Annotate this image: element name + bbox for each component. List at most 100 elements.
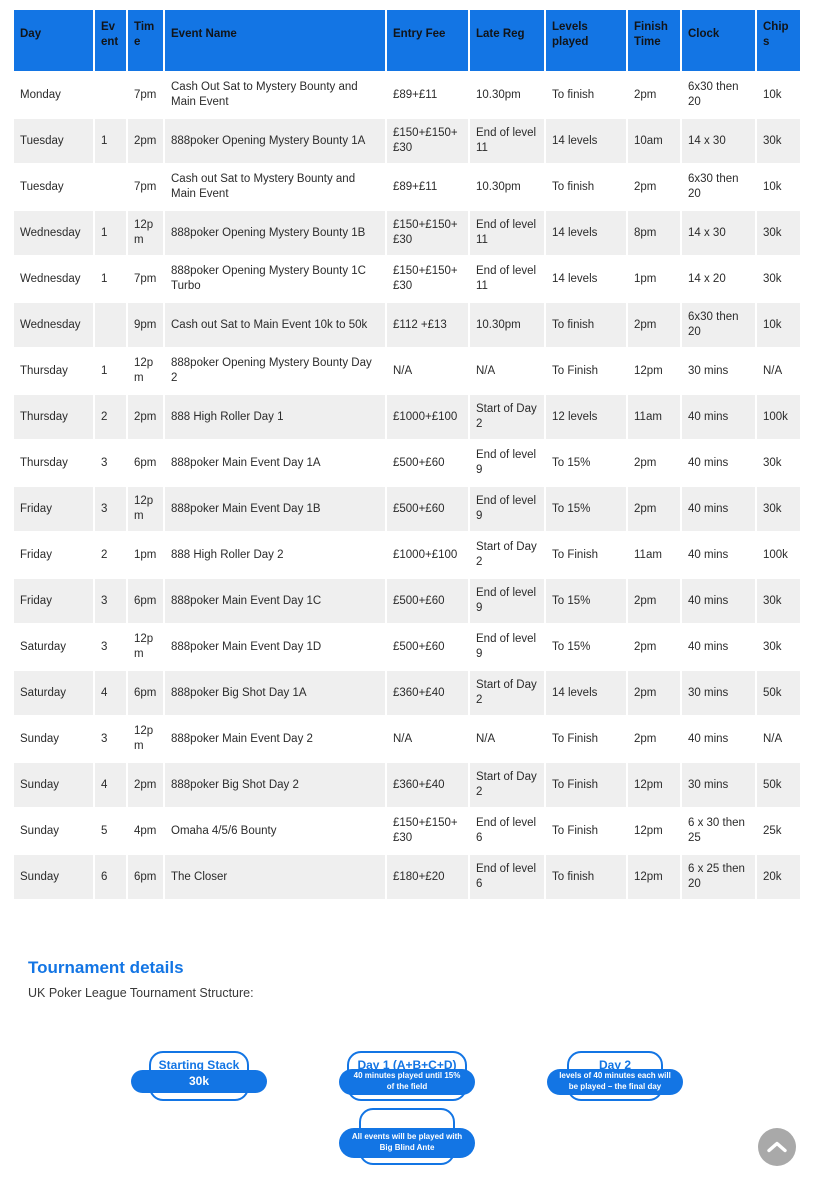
table-cell: 888poker Main Event Day 1C	[165, 579, 387, 625]
table-cell: N/A	[470, 717, 546, 763]
table-cell: 3	[95, 579, 128, 625]
table-cell: 12 levels	[546, 395, 628, 441]
table-cell: 4	[95, 763, 128, 809]
badge-pill: 40 minutes played until 15% of the field	[339, 1069, 475, 1095]
table-cell: 2pm	[628, 579, 682, 625]
table-cell: £1000+£100	[387, 533, 470, 579]
badge-pill: 30k	[131, 1070, 267, 1093]
table-cell: £150+£150+£30	[387, 211, 470, 257]
table-cell: To finish	[546, 303, 628, 349]
table-cell: 50k	[757, 763, 802, 809]
header-cell-finish-time: Finish Time	[628, 10, 682, 73]
table-cell: £89+£11	[387, 73, 470, 119]
table-cell: 1pm	[628, 257, 682, 303]
table-cell: 888poker Main Event Day 1A	[165, 441, 387, 487]
table-cell: End of level 6	[470, 855, 546, 901]
table-cell: 12pm	[128, 625, 165, 671]
table-cell: N/A	[387, 349, 470, 395]
table-cell: 14 x 30	[682, 211, 757, 257]
table-cell: Sunday	[14, 855, 95, 901]
table-cell: N/A	[757, 717, 802, 763]
table-cell: 25k	[757, 809, 802, 855]
table-cell: Cash out Sat to Main Event 10k to 50k	[165, 303, 387, 349]
table-cell: 30 mins	[682, 349, 757, 395]
table-cell: Sunday	[14, 717, 95, 763]
tournament-details-heading: Tournament details	[28, 958, 184, 977]
table-cell: The Closer	[165, 855, 387, 901]
table-cell: Cash Out Sat to Mystery Bounty and Main …	[165, 73, 387, 119]
table-cell: 2pm	[628, 303, 682, 349]
table-cell: To Finish	[546, 809, 628, 855]
table-cell: 2pm	[628, 625, 682, 671]
table-cell: To 15%	[546, 625, 628, 671]
table-cell: 11am	[628, 395, 682, 441]
table-cell: Friday	[14, 487, 95, 533]
badge-starting-stack: Starting Stack 30k	[131, 1051, 267, 1111]
table-cell: 12pm	[628, 809, 682, 855]
table-cell: 2pm	[628, 441, 682, 487]
table-cell: Tuesday	[14, 165, 95, 211]
table-cell: 40 mins	[682, 395, 757, 441]
table-cell: Start of Day 2	[470, 671, 546, 717]
table-cell: 6pm	[128, 671, 165, 717]
table-cell: To finish	[546, 73, 628, 119]
table-cell: To 15%	[546, 579, 628, 625]
table-cell: Friday	[14, 533, 95, 579]
table-cell: Start of Day 2	[470, 763, 546, 809]
badge-title: Day 2	[598, 1058, 632, 1072]
table-cell: 30k	[757, 257, 802, 303]
table-cell: 20k	[757, 855, 802, 901]
table-cell: 3	[95, 717, 128, 763]
table-cell: £89+£11	[387, 165, 470, 211]
badge-day-1: Day 1 (A+B+C+D) 40 minutes played until …	[339, 1051, 475, 1111]
table-cell: £112 +£13	[387, 303, 470, 349]
table-cell: 888poker Opening Mystery Bounty 1C Turbo	[165, 257, 387, 303]
table-cell: 6pm	[128, 441, 165, 487]
table-cell: End of level 9	[470, 625, 546, 671]
table-cell: 12pm	[128, 487, 165, 533]
table-cell: 12pm	[128, 717, 165, 763]
table-cell: 6x30 then 20	[682, 303, 757, 349]
table-cell: N/A	[757, 349, 802, 395]
scroll-to-top-button[interactable]	[758, 1128, 796, 1166]
table-cell: Sunday	[14, 809, 95, 855]
table-cell: 40 mins	[682, 487, 757, 533]
table-row: Sunday 6 6pm The Closer £180+£20 End of level…	[14, 855, 802, 901]
table-cell: Saturday	[14, 671, 95, 717]
table-row: Tuesday 7pm Cash out Sat to Mystery Bounty…	[14, 165, 802, 211]
table-cell: 2pm	[628, 487, 682, 533]
table-cell: 3	[95, 441, 128, 487]
table-cell: 30k	[757, 579, 802, 625]
table-row: Sunday 4 2pm 888poker Big Shot Day 2 £360+£4…	[14, 763, 802, 809]
table-cell: 888poker Big Shot Day 1A	[165, 671, 387, 717]
table-cell: 888 High Roller Day 2	[165, 533, 387, 579]
header-cell-event: Event	[95, 10, 128, 73]
table-cell: 10.30pm	[470, 73, 546, 119]
header-cell-entry-fee: Entry Fee	[387, 10, 470, 73]
table-cell: 14 levels	[546, 671, 628, 717]
badge-title: Starting Stack	[158, 1058, 240, 1072]
header-cell-time: Time	[128, 10, 165, 73]
table-row: Monday 7pm Cash Out Sat to Mystery Bounty …	[14, 73, 802, 119]
table-cell: 888poker Main Event Day 2	[165, 717, 387, 763]
table-cell: 14 x 20	[682, 257, 757, 303]
table-row: Wednesday 1 12pm 888poker Opening Mystery B…	[14, 211, 802, 257]
table-cell: 30k	[757, 211, 802, 257]
table-cell: 888poker Main Event Day 1B	[165, 487, 387, 533]
table-cell: To Finish	[546, 763, 628, 809]
table-cell: 2pm	[128, 119, 165, 165]
table-cell: 50k	[757, 671, 802, 717]
table-cell: 6 x 25 then 20	[682, 855, 757, 901]
table-cell: 7pm	[128, 257, 165, 303]
table-cell: 10k	[757, 303, 802, 349]
table-cell: 30 mins	[682, 671, 757, 717]
table-cell: To 15%	[546, 441, 628, 487]
table-cell: 8pm	[628, 211, 682, 257]
table-cell: 7pm	[128, 165, 165, 211]
table-cell: £500+£60	[387, 441, 470, 487]
table-cell: 10.30pm	[470, 165, 546, 211]
table-cell: 4pm	[128, 809, 165, 855]
table-body: Monday 7pm Cash Out Sat to Mystery Bounty …	[14, 73, 802, 901]
table-row: Thursday 3 6pm 888poker Main Event Day 1A £5…	[14, 441, 802, 487]
table-cell: 12pm	[128, 349, 165, 395]
